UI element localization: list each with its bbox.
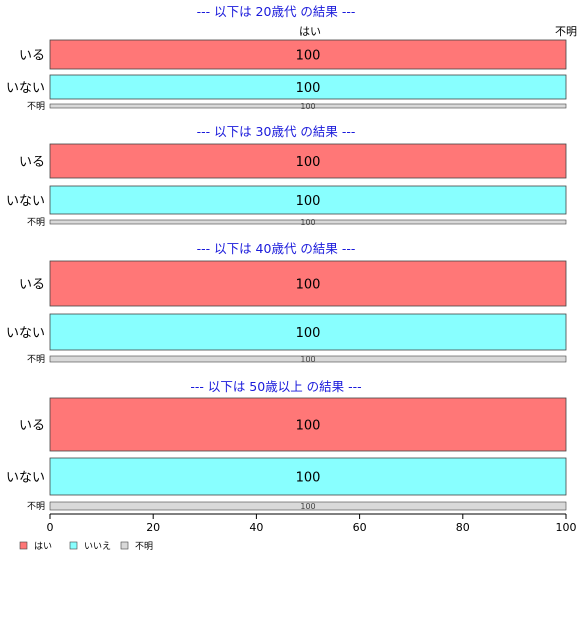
x-tick-label: 60 — [353, 521, 367, 534]
data-label: 100 — [296, 194, 321, 209]
bar — [49, 143, 567, 179]
data-label: 100 — [296, 278, 321, 293]
column-header-yes: はい — [299, 25, 321, 38]
panel-title: --- 以下は 40歳代 の結果 --- — [197, 241, 356, 256]
bar — [49, 501, 567, 511]
legend-label: 不明 — [135, 541, 153, 552]
x-tick-label: 20 — [146, 521, 160, 534]
category-label: いる — [19, 419, 45, 434]
bar — [49, 397, 567, 452]
panel-title: --- 以下は 30歳代 の結果 --- — [197, 124, 356, 139]
legend-label: はい — [34, 541, 52, 552]
category-label: 不明 — [27, 354, 45, 365]
bar — [49, 260, 567, 307]
panel-title: --- 以下は 50歳以上 の結果 --- — [190, 379, 361, 394]
category-label: いない — [6, 194, 45, 209]
data-label: 100 — [296, 326, 321, 341]
category-label: いない — [6, 81, 45, 96]
x-tick-label: 40 — [249, 521, 263, 534]
data-label: 100 — [300, 102, 315, 111]
panel-title: --- 以下は 20歳代 の結果 --- — [197, 4, 356, 19]
category-label: 不明 — [27, 101, 45, 112]
legend-swatch — [69, 541, 78, 550]
data-label: 100 — [296, 471, 321, 486]
legend-swatch — [19, 541, 28, 550]
x-tick-label: 100 — [556, 521, 577, 534]
legend-swatch — [120, 541, 129, 550]
data-label: 100 — [296, 49, 321, 64]
bar — [49, 103, 567, 109]
category-label: いる — [19, 49, 45, 64]
data-label: 100 — [296, 81, 321, 96]
legend-label: いいえ — [84, 541, 111, 552]
category-label: いない — [6, 471, 45, 486]
column-header-unknown: 不明 — [555, 25, 577, 38]
data-label: 100 — [300, 502, 315, 511]
category-label: いる — [19, 155, 45, 170]
bar — [49, 313, 567, 351]
data-label: 100 — [300, 355, 315, 364]
bar — [49, 219, 567, 225]
category-label: 不明 — [27, 501, 45, 512]
bar — [49, 457, 567, 496]
x-tick-label: 0 — [47, 521, 54, 534]
bar — [49, 185, 567, 215]
data-label: 100 — [296, 419, 321, 434]
bar — [49, 355, 567, 363]
bar — [49, 74, 567, 100]
x-tick-label: 80 — [456, 521, 470, 534]
category-label: 不明 — [27, 217, 45, 228]
data-label: 100 — [300, 218, 315, 227]
category-label: いる — [19, 278, 45, 293]
category-label: いない — [6, 326, 45, 341]
bar — [49, 39, 567, 70]
data-label: 100 — [296, 155, 321, 170]
